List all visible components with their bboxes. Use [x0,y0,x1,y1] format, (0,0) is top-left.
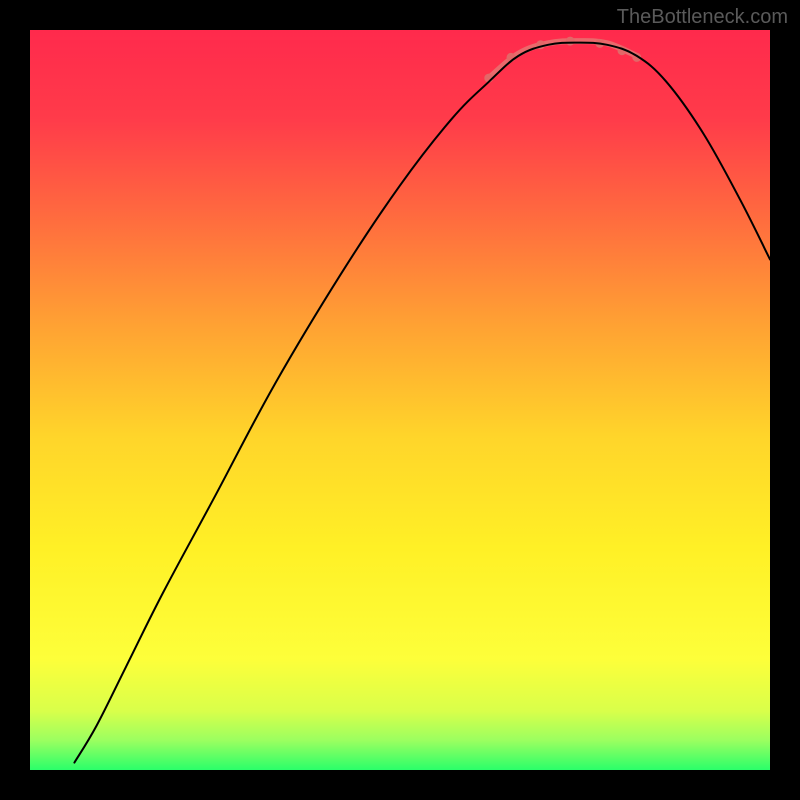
chart-area [30,30,770,770]
chart-svg [30,30,770,770]
highlight-dot [566,37,575,46]
watermark-text: TheBottleneck.com [617,6,788,29]
chart-background [30,30,770,770]
